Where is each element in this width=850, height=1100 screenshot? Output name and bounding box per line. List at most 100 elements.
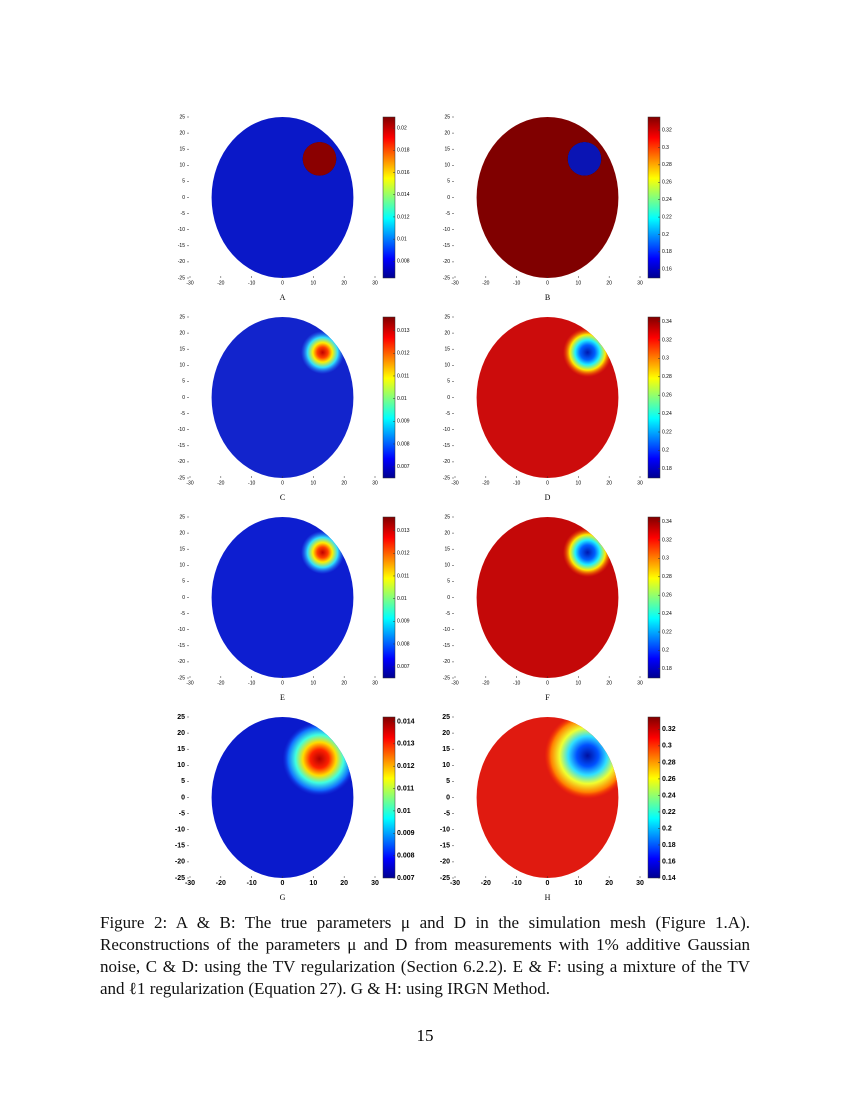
- y-tick-label: -10: [178, 227, 185, 233]
- colorbar: [382, 116, 396, 279]
- y-tick-label: 5: [447, 179, 450, 185]
- colorbar-tick-label: 0.007: [397, 875, 415, 882]
- y-tick-label: 10: [179, 363, 185, 369]
- y-tick-label: -25: [178, 275, 185, 281]
- panel: -30 -20 -10 0 10 20 30 25 20 15 10 5 0 -5 -10 -15 -20 -25…: [443, 114, 672, 302]
- panel-label: B: [545, 293, 550, 302]
- x-tick-label: -10: [248, 280, 255, 286]
- colorbar-tick-label: 0.008: [397, 259, 410, 265]
- panel-label: A: [280, 293, 286, 302]
- x-tick-label: 30: [371, 880, 379, 887]
- panel: -30 -20 -10 0 10 20 30 25 20 15 10 5 0 -5 -10 -15 -20 -25…: [175, 714, 415, 902]
- x-tick-label: -10: [247, 880, 257, 887]
- colorbar-tick-label: 0.24: [662, 411, 672, 417]
- colorbar-tick-label: 0.16: [662, 267, 672, 273]
- colorbar-tick-label: 0.18: [662, 466, 672, 472]
- y-tick-label: -15: [178, 443, 185, 449]
- field-inclusion: [211, 317, 354, 478]
- x-tick-label: -10: [513, 280, 520, 286]
- y-tick-label: 5: [446, 778, 450, 785]
- colorbar-tick-label: 0.018: [397, 148, 410, 154]
- y-tick-label: 0: [182, 595, 185, 601]
- y-tick-label: 10: [179, 563, 185, 569]
- y-tick-label: 5: [447, 579, 450, 585]
- y-tick-label: -25: [443, 675, 450, 681]
- x-tick-label: 20: [606, 480, 612, 486]
- colorbar: [382, 316, 396, 479]
- y-tick-label: 25: [179, 314, 185, 320]
- colorbar-tick-label: 0.011: [397, 573, 409, 579]
- colorbar-tick-label: 0.22: [662, 809, 676, 816]
- colorbar-tick-label: 0.2: [662, 825, 672, 832]
- x-tick-label: -30: [451, 280, 458, 286]
- x-tick-label: -20: [217, 280, 224, 286]
- colorbar-tick-label: 0.01: [397, 236, 407, 242]
- colorbar: [382, 516, 396, 679]
- x-tick-label: 30: [637, 480, 643, 486]
- x-tick-label: 30: [372, 280, 378, 286]
- x-tick-label: 20: [341, 480, 347, 486]
- y-tick-label: -25: [178, 675, 185, 681]
- y-tick-label: -20: [443, 259, 450, 265]
- field-inclusion: [211, 517, 354, 678]
- y-tick-label: 5: [182, 579, 185, 585]
- x-tick-label: -20: [481, 880, 491, 887]
- colorbar-tick-label: 0.016: [397, 170, 410, 176]
- colorbar-tick-label: 0.012: [397, 551, 410, 557]
- x-tick-label: 30: [372, 680, 378, 686]
- x-tick-label: 10: [574, 880, 582, 887]
- y-tick-label: 5: [447, 379, 450, 385]
- colorbar-tick-label: 0.34: [662, 319, 672, 325]
- x-tick-label: 20: [605, 880, 613, 887]
- field-inclusion: [476, 117, 619, 278]
- colorbar-tick-label: 0.012: [397, 763, 415, 770]
- panel: -30 -20 -10 0 10 20 30 25 20 15 10 5 0 -5 -10 -15 -20 -25…: [178, 514, 410, 702]
- y-tick-label: -15: [178, 643, 185, 649]
- x-tick-label: 10: [576, 680, 582, 686]
- y-tick-label: 15: [442, 746, 450, 753]
- x-tick-label: 10: [311, 480, 317, 486]
- y-tick-label: -15: [175, 843, 185, 850]
- y-tick-label: 25: [179, 114, 185, 120]
- y-tick-label: 5: [181, 778, 185, 785]
- y-tick-label: 15: [177, 746, 185, 753]
- y-tick-label: -20: [440, 859, 450, 866]
- colorbar-tick-label: 0.3: [662, 743, 672, 750]
- y-tick-label: 20: [444, 530, 450, 536]
- y-tick-label: -15: [440, 843, 450, 850]
- x-tick-label: -30: [451, 680, 458, 686]
- x-tick-label: -30: [450, 880, 460, 887]
- panel-label: D: [545, 493, 551, 502]
- x-tick-label: 30: [372, 480, 378, 486]
- colorbar: [647, 316, 661, 479]
- x-tick-label: 20: [341, 280, 347, 286]
- colorbar-tick-label: 0.008: [397, 641, 410, 647]
- colorbar-tick-label: 0.24: [662, 197, 672, 203]
- y-tick-label: -5: [181, 411, 186, 417]
- y-tick-label: 25: [179, 514, 185, 520]
- x-tick-label: -10: [248, 680, 255, 686]
- colorbar-tick-label: 0.32: [662, 537, 672, 543]
- colorbar-tick-label: 0.2: [662, 448, 669, 454]
- colorbar-tick-label: 0.012: [397, 351, 410, 357]
- x-tick-label: -10: [513, 480, 520, 486]
- colorbar: [382, 716, 396, 879]
- x-tick-label: 0: [281, 280, 284, 286]
- colorbar-tick-label: 0.26: [662, 393, 672, 399]
- y-tick-label: -10: [178, 427, 185, 433]
- x-tick-label: 20: [606, 680, 612, 686]
- colorbar-tick-label: 0.26: [662, 776, 676, 783]
- x-tick-label: 0: [281, 880, 285, 887]
- y-tick-label: -20: [178, 459, 185, 465]
- x-tick-label: -20: [482, 280, 489, 286]
- x-tick-label: -10: [248, 480, 255, 486]
- colorbar-tick-label: 0.007: [397, 664, 410, 670]
- y-tick-label: 0: [447, 595, 450, 601]
- x-tick-label: -10: [512, 880, 522, 887]
- x-tick-label: 30: [637, 280, 643, 286]
- panel: -30 -20 -10 0 10 20 30 25 20 15 10 5 0 -5 -10 -15 -20 -25…: [178, 114, 410, 302]
- y-tick-label: 10: [442, 762, 450, 769]
- x-tick-label: 20: [340, 880, 348, 887]
- y-tick-label: 15: [179, 547, 185, 553]
